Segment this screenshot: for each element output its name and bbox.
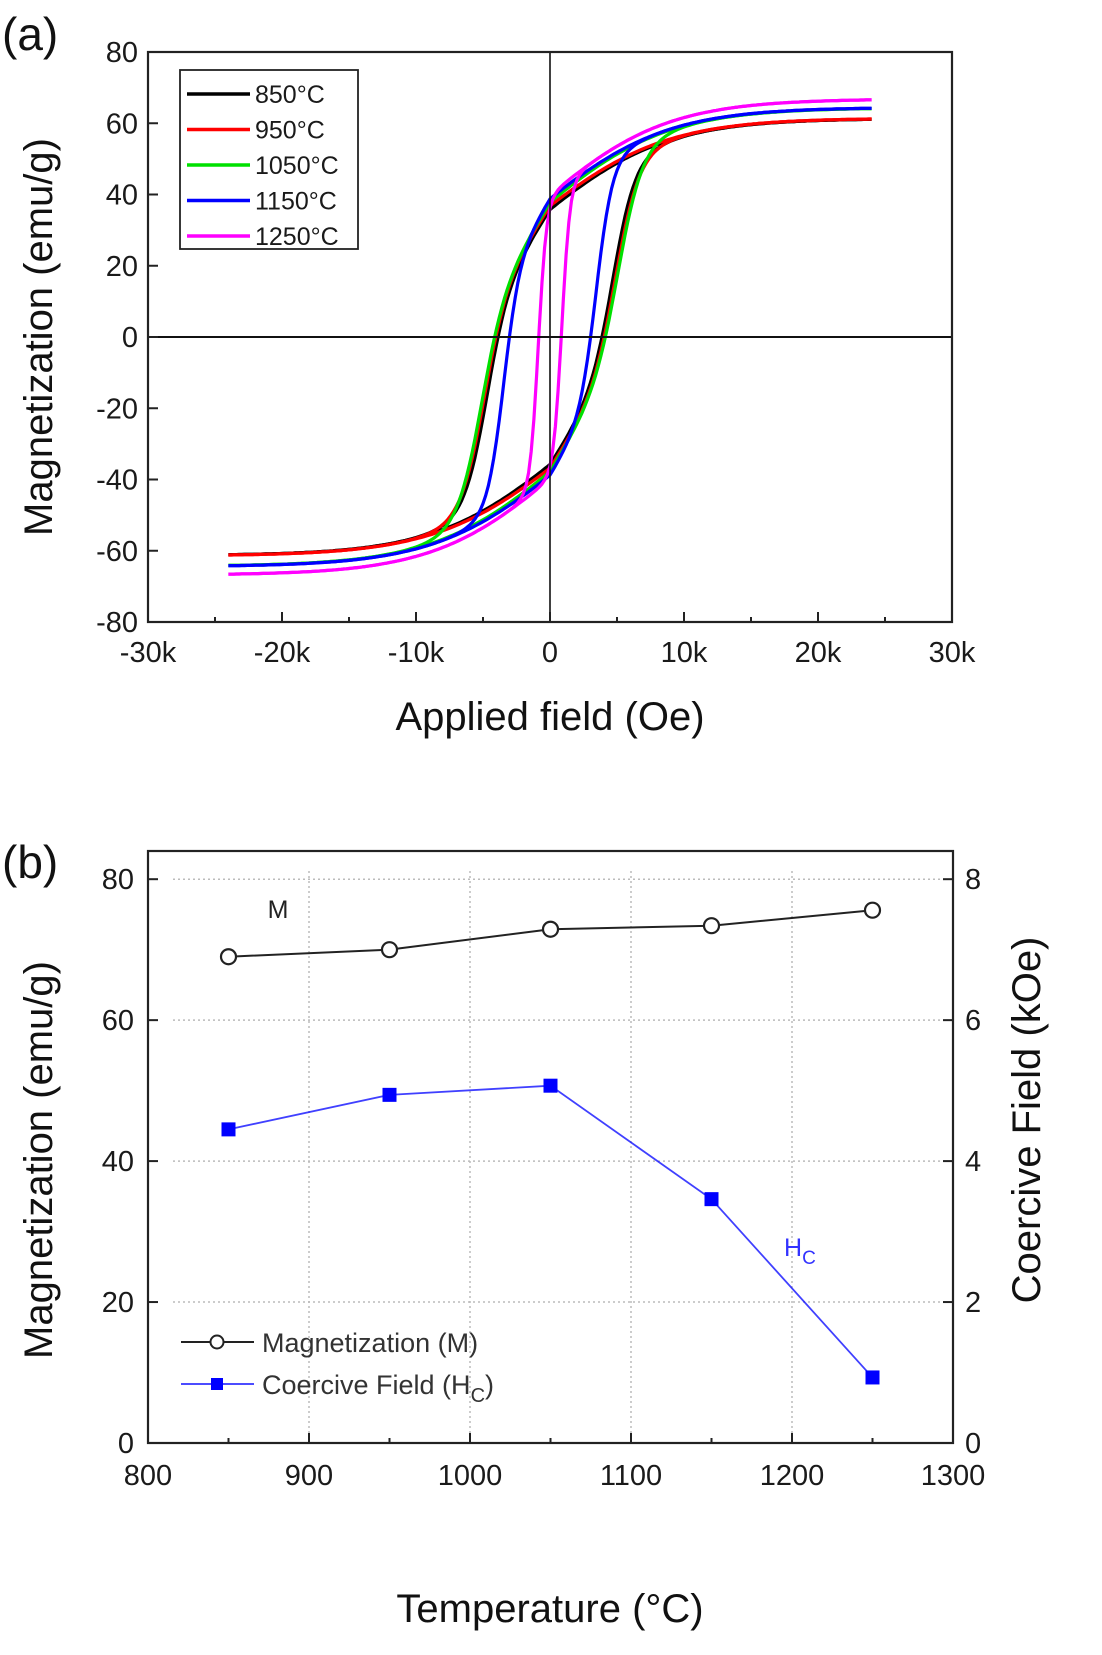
- panel-a-x-axis-title: Applied field (Oe): [395, 695, 704, 739]
- legend-swatch-marker-magnetization: [209, 1334, 225, 1350]
- panel-a-y-axis-title: Magnetization (emu/g): [17, 138, 61, 536]
- panel-b-grid: [173, 871, 943, 1438]
- x-tick-label: 1300: [921, 1460, 986, 1492]
- series-magnetization-m: [219, 901, 882, 966]
- annotation-hc: HC: [784, 1234, 816, 1269]
- data-point-magnetization: [380, 941, 399, 959]
- legend-entry-magnetization: Magnetization (M): [181, 1328, 478, 1358]
- x-tick-label: 0: [542, 637, 558, 669]
- y2-tick-label: 4: [965, 1146, 981, 1178]
- legend-label: 1250°C: [255, 223, 339, 251]
- x-tick-label: 30k: [929, 637, 976, 669]
- legend-label: 850°C: [255, 81, 325, 109]
- y2-tick-label: 8: [965, 864, 981, 896]
- y-tick-label: 80: [106, 37, 138, 69]
- legend-entry-coercive-field: Coercive Field (HC): [181, 1370, 494, 1407]
- legend-label: 1150°C: [255, 188, 337, 216]
- data-point-coercive-field: [382, 1087, 397, 1102]
- y-tick-label: -80: [96, 607, 138, 639]
- annotation-hc-main: H: [784, 1234, 802, 1262]
- data-point-magnetization: [541, 920, 560, 938]
- y-tick-label: 60: [102, 1005, 134, 1037]
- x-tick-label: 1000: [438, 1460, 503, 1492]
- x-tick-label: 1100: [600, 1460, 662, 1492]
- data-point-coercive-field: [704, 1192, 719, 1207]
- panel-a-ticks: -30k -20k -10k 0 10k 20k 30k -80 -60 -40 -20 0 20 40 6…: [96, 37, 976, 669]
- legend-entry-850-c: 850°C: [187, 81, 325, 109]
- y-tick-label: 0: [118, 1428, 134, 1460]
- data-point-magnetization: [702, 917, 721, 935]
- y-tick-label: 20: [102, 1287, 134, 1319]
- y-tick-label: 0: [122, 322, 138, 354]
- x-tick-label: -10k: [388, 637, 445, 669]
- panel-b-x-axis-title: Temperature (°C): [396, 1587, 703, 1631]
- legend-entry-1050-c: 1050°C: [187, 152, 339, 180]
- panel-b-temperature: (b) 800 900 1000 1100 1200 130002040608002468…: [2, 836, 1049, 1631]
- panel-a-hysteresis: (a) -30k -20k -10k 0 10k 20k 30k -80 -60 -40 -20 0 2…: [2, 8, 976, 739]
- series-coercive-field-h: [221, 1078, 880, 1385]
- legend-entry-1150-c: 1150°C: [187, 188, 337, 216]
- panel-b-y-axis-title: Magnetization (emu/g): [17, 961, 61, 1359]
- y-tick-label: 20: [106, 251, 138, 283]
- data-point-magnetization: [863, 901, 882, 919]
- panel-b-label: (b): [2, 836, 58, 888]
- x-tick-label: -30k: [120, 637, 177, 669]
- legend-label: Magnetization (M): [262, 1328, 478, 1358]
- annotation-hc-subscript: C: [802, 1248, 816, 1269]
- y2-tick-label: 2: [965, 1287, 981, 1319]
- y-tick-label: -20: [96, 393, 138, 425]
- legend-box: [179, 69, 359, 250]
- y2-tick-label: 0: [965, 1428, 981, 1460]
- legend-label-main: Coercive Field (H: [262, 1370, 471, 1400]
- x-tick-label: 20k: [795, 637, 842, 669]
- panel-a-label: (a): [2, 8, 58, 60]
- annotation-m: M: [268, 896, 289, 924]
- legend-label-subscript: C: [471, 1385, 485, 1407]
- y-tick-label: 60: [106, 108, 138, 140]
- data-point-coercive-field: [865, 1370, 880, 1385]
- y-tick-label: 40: [102, 1146, 134, 1178]
- panel-b-y2-axis-title: Coercive Field (kOe): [1005, 937, 1049, 1304]
- y2-tick-label: 6: [965, 1005, 981, 1037]
- x-tick-label: 800: [124, 1460, 172, 1492]
- panel-b-legend: Magnetization (M) Coercive Field (HC): [181, 1328, 494, 1407]
- legend-entry-950-c: 950°C: [187, 117, 325, 145]
- y-tick-label: 40: [106, 180, 138, 212]
- panel-b-annotations: M HC: [268, 896, 816, 1269]
- x-tick-label: 900: [285, 1460, 333, 1492]
- legend-swatch-marker-coercive-field: [211, 1378, 223, 1390]
- legend-label: 950°C: [255, 117, 325, 145]
- legend-entry-1250-c: 1250°C: [187, 223, 339, 251]
- data-point-coercive-field: [221, 1122, 236, 1137]
- y-tick-label: 80: [102, 864, 134, 896]
- panel-b-series: [219, 901, 882, 1385]
- panel-a-legend: 850°C 950°C 1050°C 1150°C 1250°C: [179, 69, 359, 251]
- x-tick-label: 1200: [760, 1460, 825, 1492]
- legend-label: 1050°C: [255, 152, 339, 180]
- legend-label: Coercive Field (HC): [262, 1370, 494, 1407]
- data-point-coercive-field: [543, 1078, 558, 1093]
- y-tick-label: -60: [96, 536, 138, 568]
- legend-label-suffix: ): [485, 1370, 494, 1400]
- data-point-magnetization: [219, 948, 238, 966]
- x-tick-label: -20k: [254, 637, 311, 669]
- y-tick-label: -40: [96, 465, 138, 497]
- x-tick-label: 10k: [661, 637, 708, 669]
